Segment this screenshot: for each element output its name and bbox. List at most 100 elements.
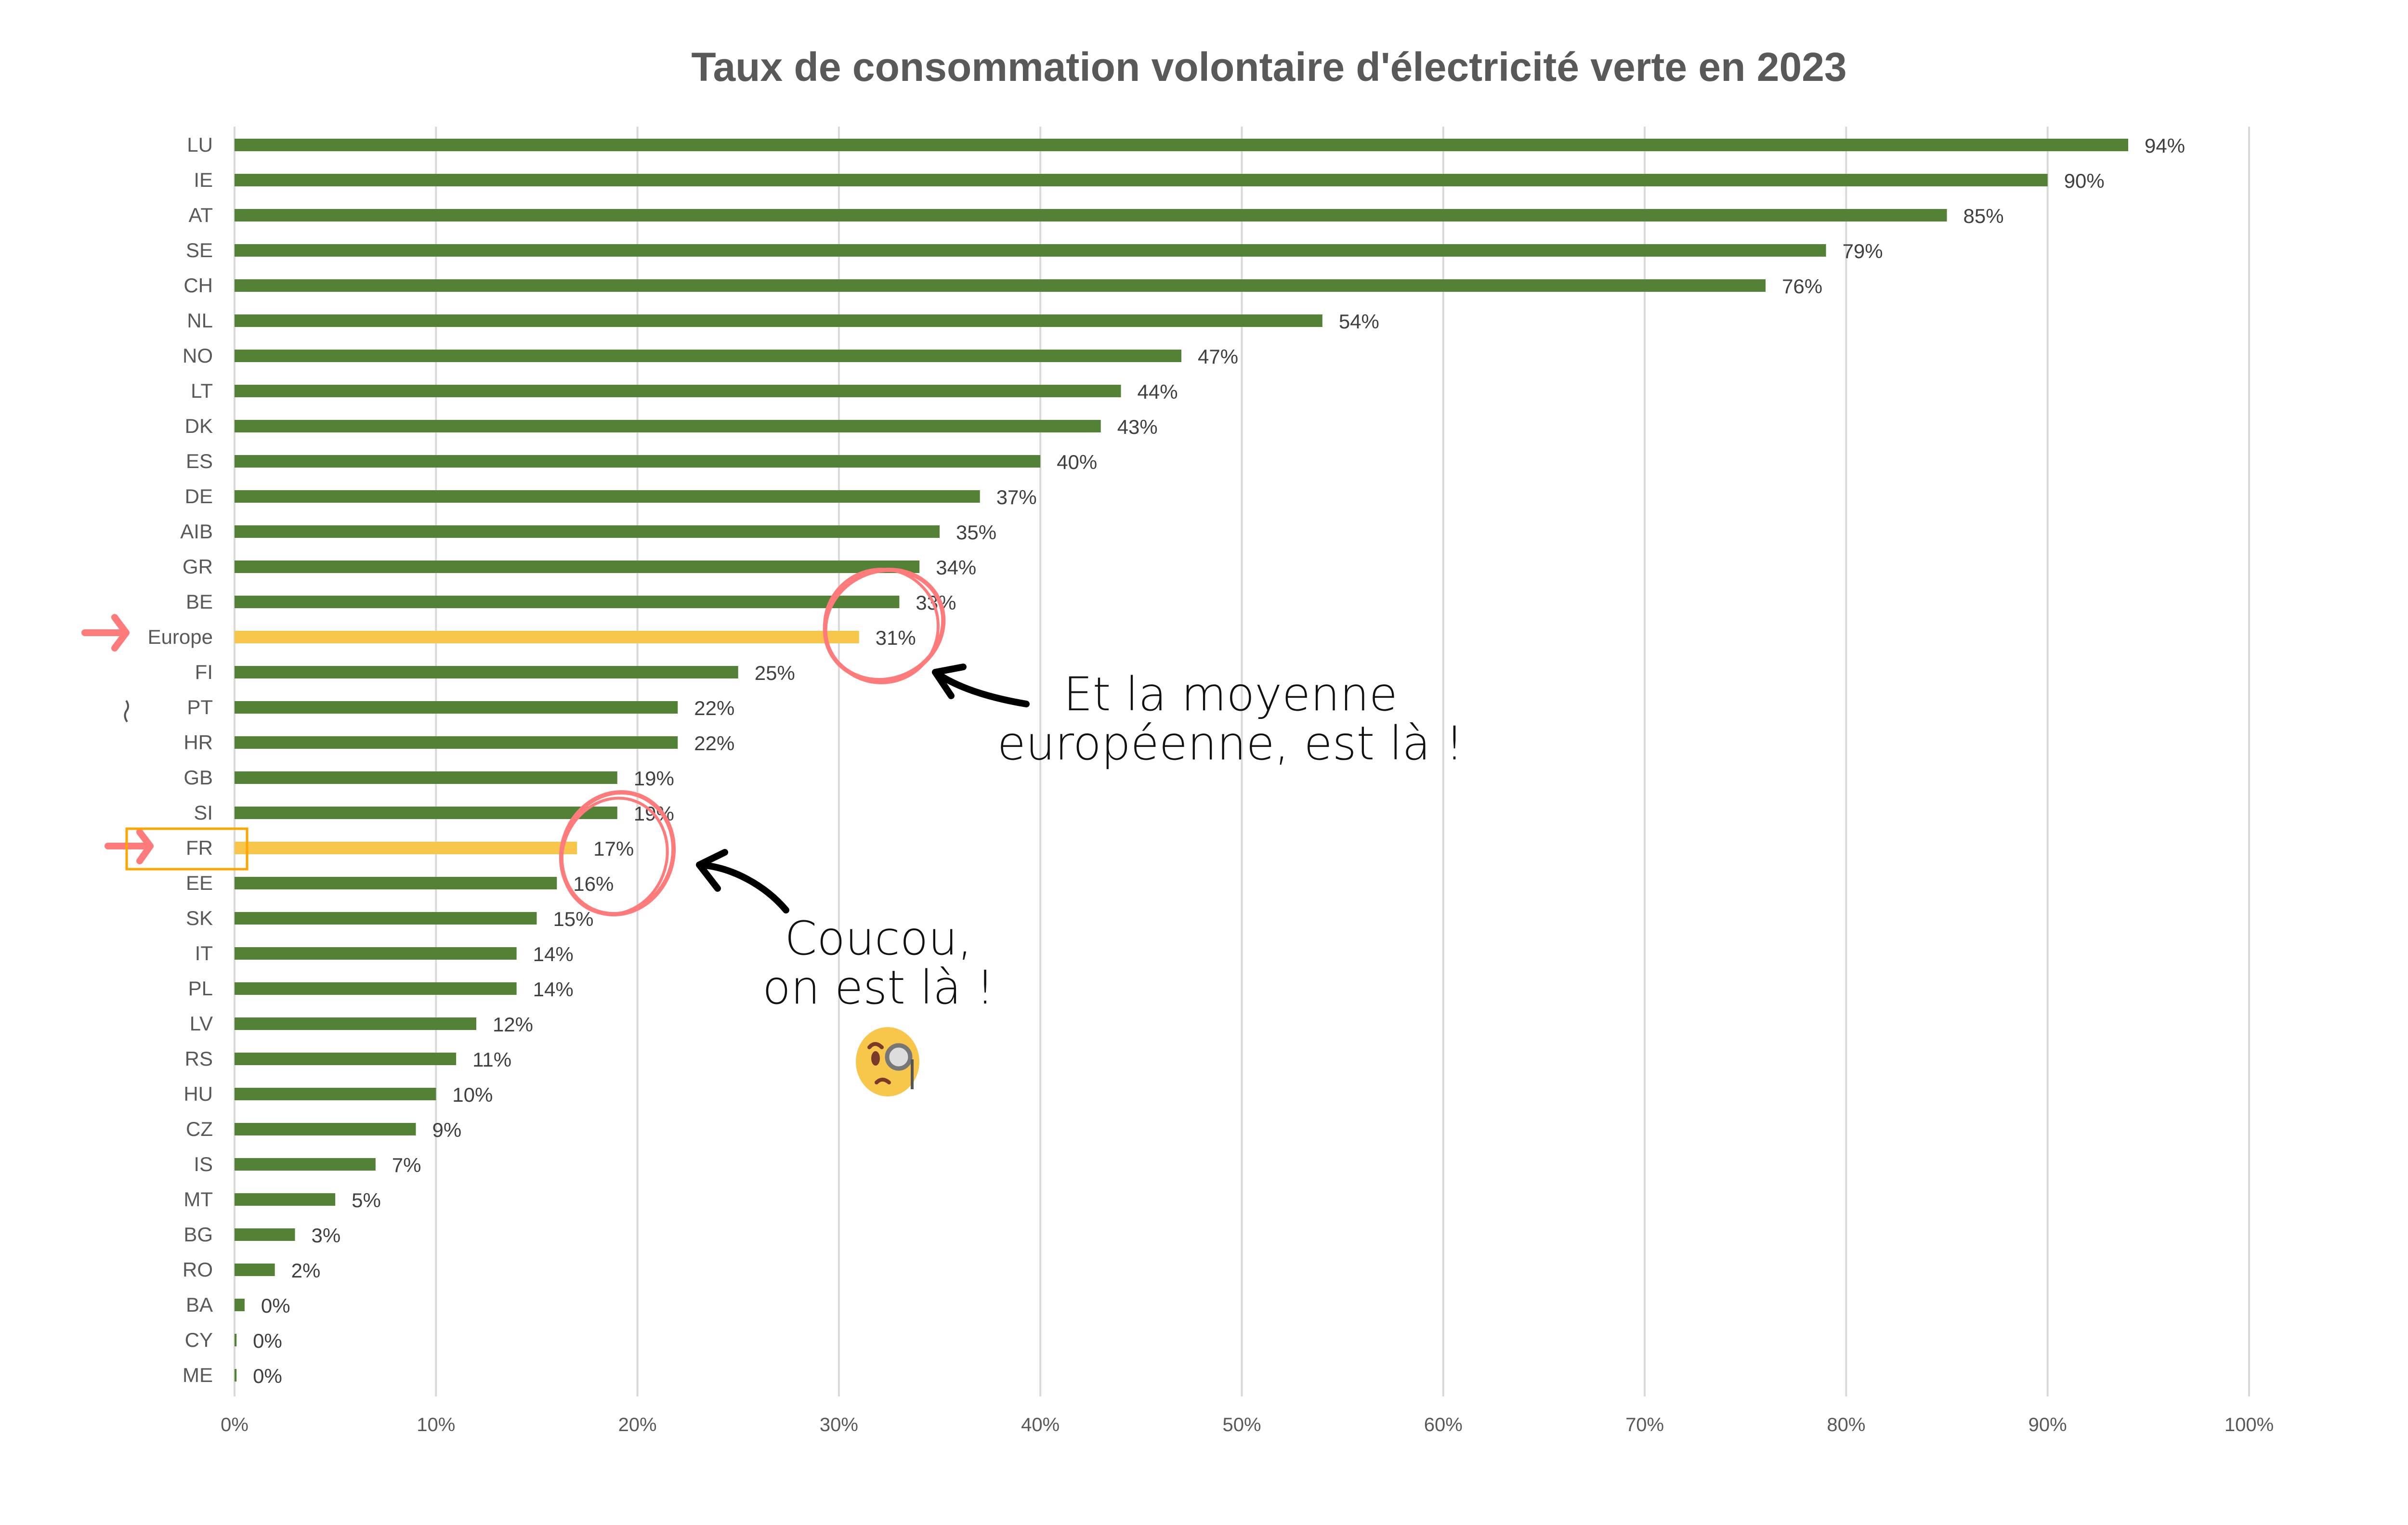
category-label: MT <box>183 1188 213 1211</box>
category-label: HU <box>183 1082 213 1105</box>
europe-arrow-icon <box>932 664 1030 707</box>
fr-annotation-line2: on est là ! <box>762 961 995 1015</box>
category-label: BE <box>186 590 213 613</box>
bar-no <box>235 350 1182 362</box>
bar-rs <box>235 1053 457 1065</box>
category-label: IE <box>194 169 213 191</box>
bar-ie <box>235 174 2048 186</box>
category-label: CH <box>183 274 213 297</box>
bar-lv <box>235 1017 476 1030</box>
x-tick-label: 30% <box>820 1414 858 1435</box>
data-label: 5% <box>352 1189 381 1212</box>
data-label: 0% <box>261 1294 290 1317</box>
category-label: Europe <box>148 626 213 648</box>
x-tick-label: 80% <box>1827 1414 1865 1435</box>
data-label: 90% <box>2064 169 2105 192</box>
stray-mark <box>124 700 129 723</box>
category-label: BA <box>186 1293 213 1316</box>
category-label: SE <box>186 239 213 261</box>
bar-cy <box>235 1334 237 1346</box>
bar-gb <box>235 771 617 784</box>
category-label: EE <box>186 872 213 894</box>
x-tick-label: 100% <box>2225 1414 2274 1435</box>
europe-pointer-arrow-icon <box>81 614 130 652</box>
bar-at <box>235 209 1947 222</box>
bars: LU 94% IE 90% AT 85% SE 79% CH 76% NL 54% NO 47% LT 44%… <box>148 133 2186 1387</box>
bar-ba <box>235 1299 245 1311</box>
data-label: 54% <box>1339 310 1379 333</box>
category-label: NO <box>183 344 213 367</box>
bar-it <box>235 947 517 960</box>
data-label: 40% <box>1057 451 1097 473</box>
category-label: IT <box>195 942 213 965</box>
x-tick-label: 60% <box>1424 1414 1463 1435</box>
bar-nl <box>235 314 1322 327</box>
data-label: 47% <box>1198 345 1238 368</box>
bar-pt <box>235 701 678 714</box>
bar-ro <box>235 1264 275 1276</box>
data-label: 85% <box>1963 205 2004 227</box>
data-label: 94% <box>2145 134 2185 157</box>
bar-europe <box>235 631 859 643</box>
category-label: PT <box>187 696 213 718</box>
x-tick-label: 10% <box>417 1414 455 1435</box>
data-label: 25% <box>755 662 795 684</box>
bar-hr <box>235 736 678 749</box>
bar-pl <box>235 982 517 995</box>
x-tick-label: 20% <box>618 1414 657 1435</box>
bar-cz <box>235 1123 416 1135</box>
bar-es <box>235 455 1041 468</box>
data-label: 79% <box>1843 240 1883 262</box>
data-label: 16% <box>573 873 614 895</box>
fr-highlight-circle-2 <box>560 796 669 916</box>
category-label: IS <box>194 1153 213 1175</box>
data-label: 37% <box>996 486 1037 508</box>
category-label: AIB <box>180 520 213 543</box>
fr-highlight-box <box>125 827 249 871</box>
category-label: CY <box>185 1329 213 1351</box>
bar-be <box>235 596 900 608</box>
gridlines <box>234 127 2250 1396</box>
data-label: 12% <box>493 1013 533 1036</box>
category-label: GB <box>183 766 213 789</box>
category-label: SK <box>186 907 213 929</box>
data-label: 3% <box>311 1224 340 1247</box>
category-label: GR <box>183 555 213 578</box>
chart-title: Taux de consommation volontaire d'électr… <box>691 44 1846 90</box>
monocle-face-emoji-icon <box>856 1027 919 1096</box>
category-label: ES <box>186 450 213 472</box>
data-label: 44% <box>1138 380 1178 403</box>
category-label: AT <box>188 204 213 226</box>
bar-hu <box>235 1088 436 1100</box>
europe-highlight-circle-2 <box>823 568 940 684</box>
bar-me <box>235 1369 237 1382</box>
data-label: 11% <box>472 1048 511 1071</box>
x-tick-label: 70% <box>1625 1414 1664 1435</box>
bar-mt <box>235 1193 336 1206</box>
bar-lt <box>235 385 1121 397</box>
bar-sk <box>235 912 537 925</box>
bar-fi <box>235 666 738 678</box>
x-tick-label: 90% <box>2028 1414 2067 1435</box>
category-label: BG <box>183 1223 213 1246</box>
bar-gr <box>235 560 920 573</box>
bar-fr <box>235 842 577 854</box>
data-label: 10% <box>452 1083 493 1106</box>
europe-annotation-line1: Et la moyenne <box>1063 667 1398 721</box>
data-label: 0% <box>253 1329 282 1352</box>
bar-bg <box>235 1228 295 1241</box>
x-tick-label: 50% <box>1222 1414 1261 1435</box>
category-label: PL <box>188 977 213 1000</box>
data-label: 15% <box>553 908 593 930</box>
data-label: 7% <box>392 1154 421 1176</box>
bar-se <box>235 244 1826 257</box>
x-tick-label: 0% <box>221 1414 249 1435</box>
category-label: FR <box>186 836 213 859</box>
bar-is <box>235 1158 376 1171</box>
data-label: 22% <box>694 732 734 755</box>
fr-pointer-arrow-icon <box>105 829 154 864</box>
bar-si <box>235 807 617 819</box>
category-label: DK <box>185 415 213 437</box>
data-label: 14% <box>533 943 574 965</box>
